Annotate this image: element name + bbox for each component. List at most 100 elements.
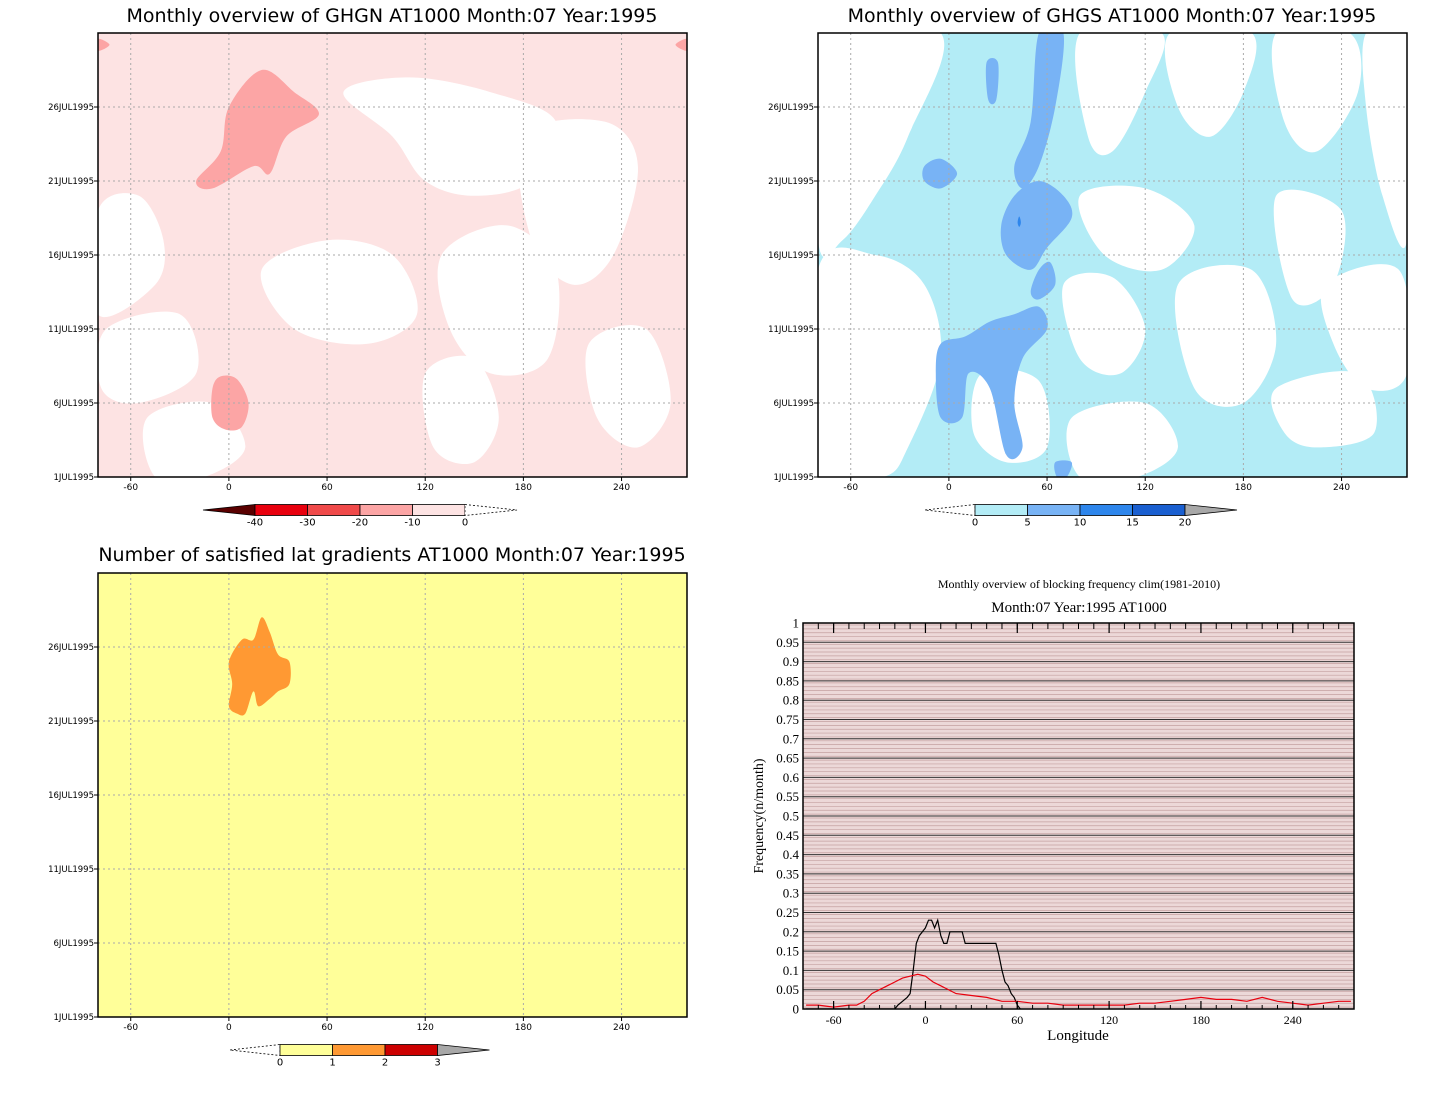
y-tick-label: 1JUL1995 [53, 473, 94, 483]
y-tick-label: 16JUL1995 [48, 791, 94, 801]
colorbar-label: 0 [277, 1058, 283, 1069]
y-tick-label: 6JUL1995 [53, 399, 94, 409]
y-tick-label: 0 [793, 1002, 800, 1017]
colorbar-label: 2 [382, 1058, 388, 1069]
contour-regions [98, 33, 687, 477]
x-tick-label: -60 [826, 1013, 842, 1027]
y-tick-label: 16JUL1995 [768, 251, 814, 261]
y-tick-label: 11JUL1995 [768, 325, 814, 335]
contour-region [1054, 460, 1073, 477]
contour-region [1174, 264, 1277, 407]
x-axis-ticks: -60 0 60 120 180 240 [123, 477, 630, 493]
colorbar-over-triangle [437, 1044, 490, 1056]
colorbar-label: -30 [299, 518, 315, 529]
contour-region [1017, 216, 1021, 227]
colorbar-over-triangle [1184, 504, 1238, 516]
y-tick-label: 0.65 [776, 751, 799, 766]
colorbar-segment [307, 504, 361, 516]
y-tick-label: 21JUL1995 [768, 177, 814, 187]
contour-region [1066, 401, 1178, 477]
contour-region [437, 225, 560, 376]
y-axis-ticks: 0 0.05 0.1 0.15 0.2 0.25 0.3 0.35 0.4 0.45 0.5 0.55… [776, 616, 799, 1017]
x-tick-label: -60 [843, 483, 858, 493]
y-tick-label: 0.4 [783, 847, 800, 862]
y-tick-label: 0.55 [776, 789, 799, 804]
colorbar-label: 0 [462, 518, 468, 529]
y-tick-label: 11JUL1995 [48, 865, 94, 875]
series-line [806, 973, 1351, 1008]
y-tick-label: 1 [793, 616, 800, 631]
x-axis-ticks: -60 0 60 120 180 240 [817, 623, 1340, 1027]
colorbar: 0 1 2 3 [229, 1044, 490, 1069]
colorbar: -40 -30 -20 -10 0 [202, 504, 518, 529]
y-tick-label: 0.1 [783, 963, 799, 978]
colorbar-under-triangle [229, 1044, 281, 1056]
x-tick-label: 240 [613, 483, 630, 493]
contour-region [1062, 272, 1146, 376]
contour-region [1030, 261, 1056, 300]
colorbar-under-triangle [924, 504, 976, 516]
x-tick-label: 180 [1192, 1013, 1210, 1027]
colorbar-label: -20 [352, 518, 368, 529]
x-tick-label: 0 [226, 1023, 232, 1033]
contour-region [228, 617, 291, 716]
colorbar-segment [412, 504, 466, 516]
contour-region [675, 38, 687, 51]
x-tick-label: 0 [226, 483, 232, 493]
y-tick-label: 6JUL1995 [773, 399, 814, 409]
contour-region [1078, 185, 1195, 272]
y-tick-label: 11JUL1995 [48, 325, 94, 335]
contour-region [1164, 33, 1257, 137]
x-tick-label: 60 [1041, 483, 1053, 493]
panel-title: Number of satisfied lat gradients AT1000… [98, 544, 685, 566]
colorbar-label: 20 [1179, 518, 1192, 529]
y-tick-label: 0.9 [783, 654, 799, 669]
contour-region [1320, 264, 1407, 391]
colorbar-label: -10 [404, 518, 420, 529]
y-tick-label: 26JUL1995 [48, 103, 94, 113]
y-tick-label: 0.05 [776, 982, 799, 997]
colorbar-segment [1079, 504, 1133, 516]
y-axis-ticks: 1JUL1995 6JUL1995 11JUL1995 16JUL1995 21JUL1… [48, 643, 98, 1023]
x-tick-label: 0 [922, 1013, 928, 1027]
contour-region [205, 888, 250, 960]
x-tick-label: 180 [515, 1023, 532, 1033]
colorbar-segment [1027, 504, 1081, 516]
contour-region [1271, 371, 1377, 448]
y-tick-label: 1JUL1995 [773, 473, 814, 483]
panel-ghgn: Monthly overview of GHGN AT1000 Month:07… [48, 5, 688, 529]
panel-title: Monthly overview of GHGN AT1000 Month:07… [127, 5, 658, 27]
series-line [806, 918, 1021, 1009]
y-axis-ticks: 1JUL1995 6JUL1995 11JUL1995 16JUL1995 21JUL1… [768, 103, 818, 483]
y-tick-label: 0.35 [776, 866, 799, 881]
x-axis-label: Longitude [1047, 1028, 1109, 1044]
y-tick-label: 26JUL1995 [768, 103, 814, 113]
y-tick-label: 0.5 [783, 809, 799, 824]
y-tick-label: 0.6 [783, 770, 800, 785]
x-tick-label: 240 [1333, 483, 1350, 493]
colorbar-over-triangle [464, 504, 518, 516]
colorbar-label: 10 [1074, 518, 1087, 529]
contour-region [98, 38, 110, 51]
colorbar-segment [974, 504, 1028, 516]
y-tick-label: 0.85 [776, 673, 799, 688]
x-tick-label: 240 [613, 1023, 630, 1033]
contour-region [1271, 33, 1362, 153]
y-axis-label: Frequency(n/month) [752, 758, 767, 873]
y-tick-label: 21JUL1995 [48, 177, 94, 187]
x-tick-label: 120 [1137, 483, 1154, 493]
hatch-lines [803, 623, 1354, 1009]
y-tick-label: 0.2 [783, 924, 799, 939]
colorbar-label: 5 [1024, 518, 1030, 529]
x-tick-label: 60 [321, 1023, 333, 1033]
y-tick-label: 0.3 [783, 886, 799, 901]
colorbar: 0 5 10 15 20 [924, 504, 1238, 529]
contour-region [585, 325, 671, 448]
x-tick-label: 60 [1011, 1013, 1023, 1027]
y-tick-label: 6JUL1995 [53, 939, 94, 949]
x-tick-label: 240 [1284, 1013, 1302, 1027]
y-tick-label: 26JUL1995 [48, 643, 94, 653]
contour-region [518, 119, 638, 285]
contour-region [818, 33, 945, 258]
